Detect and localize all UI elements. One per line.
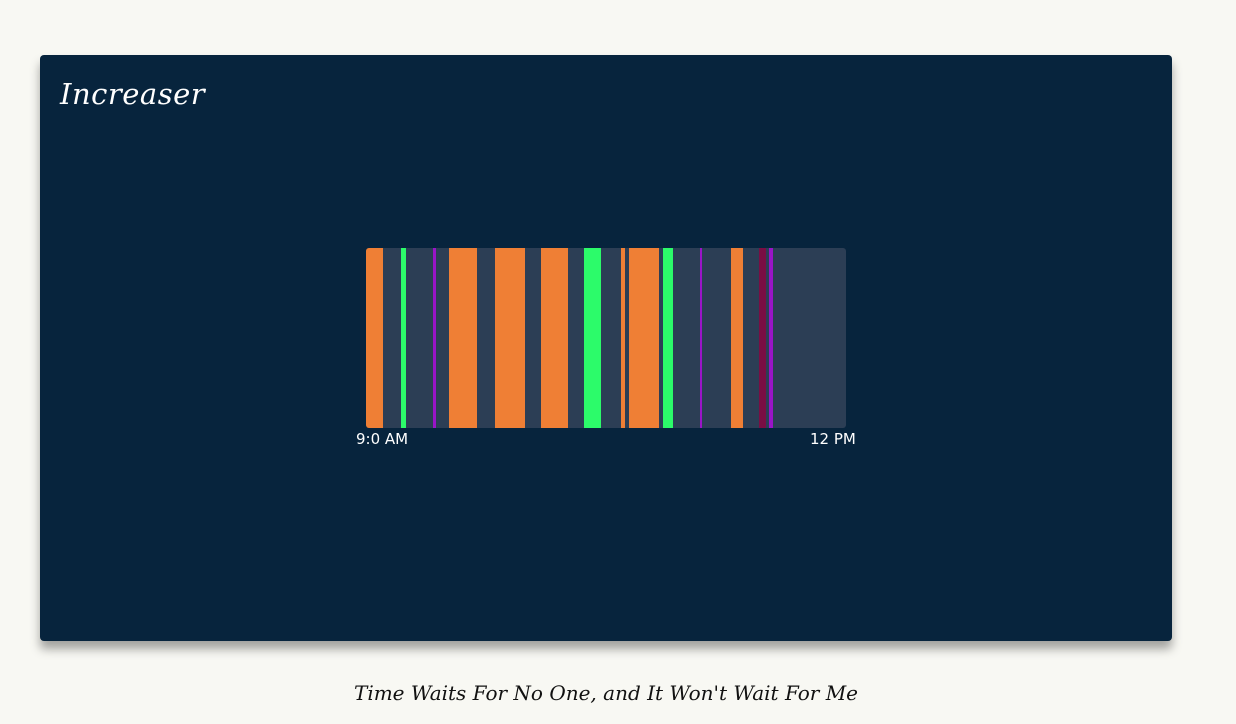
timeline-session-5 xyxy=(495,248,525,428)
timeline-session-10 xyxy=(663,248,674,428)
timeline-session-1 xyxy=(366,248,383,428)
app-title: Increaser xyxy=(60,77,206,111)
timeline-end-label: 12 PM xyxy=(810,430,856,448)
timeline-session-14 xyxy=(769,248,774,428)
timeline-session-4 xyxy=(449,248,477,428)
timeline-session-7 xyxy=(583,248,602,428)
timeline-session-3 xyxy=(433,248,437,428)
timeline-session-13 xyxy=(759,248,766,428)
timeline-session-8 xyxy=(620,248,626,428)
timeline-start-label: 9:0 AM xyxy=(356,430,409,448)
timeline-session-2 xyxy=(401,248,406,428)
day-timeline xyxy=(366,248,846,428)
timeline-session-12 xyxy=(730,248,743,428)
timeline-session-9 xyxy=(629,248,659,428)
main-card: Increaser 9:0 AM 12 PM xyxy=(40,55,1172,641)
timeline-session-6 xyxy=(541,248,569,428)
footer-tagline: Time Waits For No One, and It Won't Wait… xyxy=(353,681,859,705)
timeline-session-11 xyxy=(700,248,702,428)
